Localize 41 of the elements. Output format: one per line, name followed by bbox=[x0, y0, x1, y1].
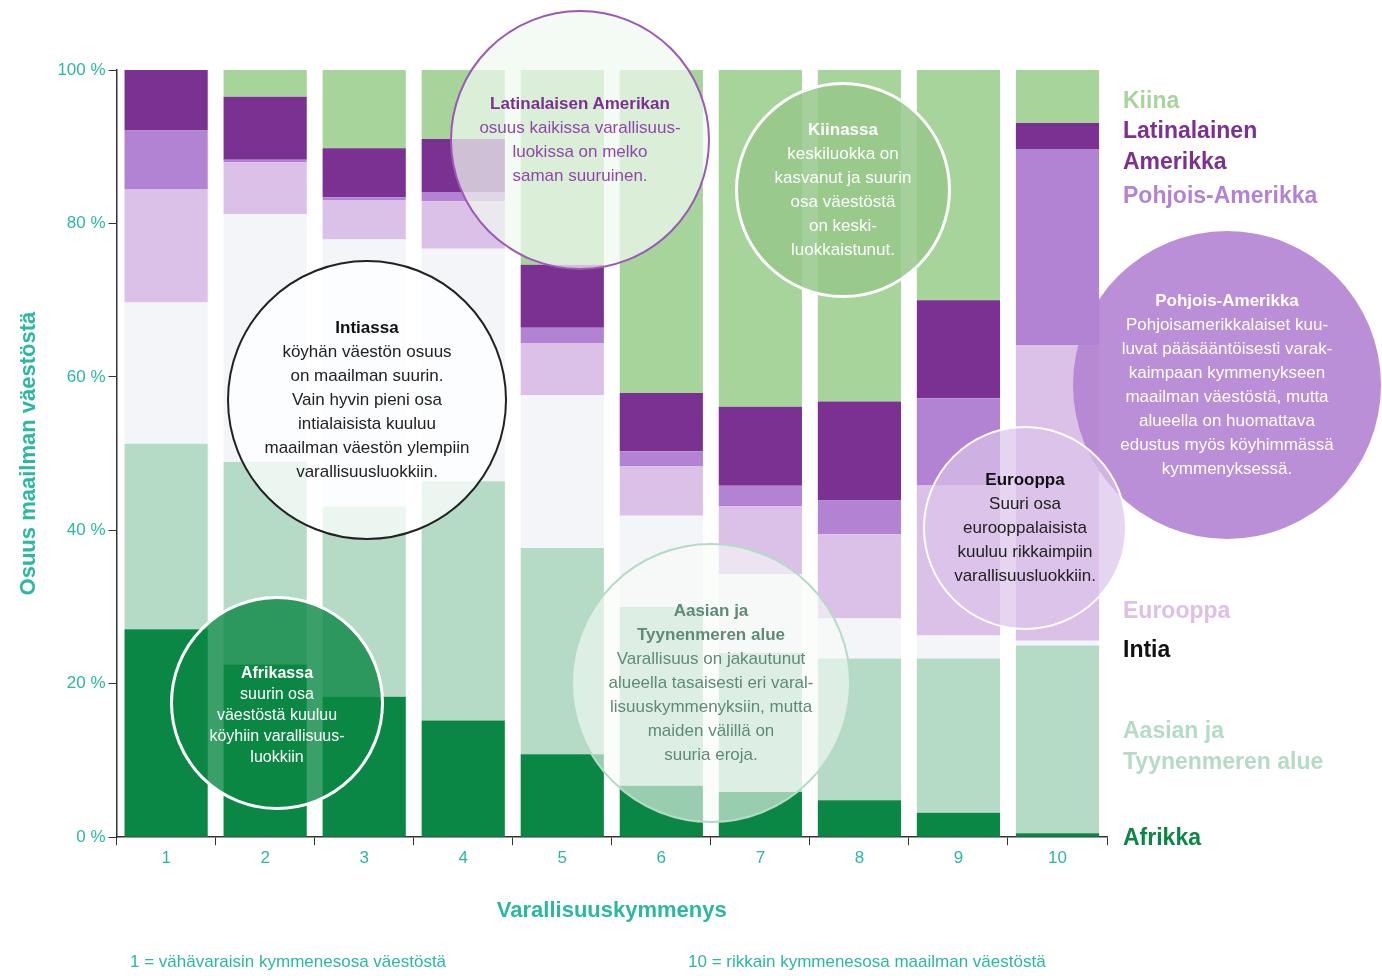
series-label: Aasian ja Tyynenmeren alue bbox=[1123, 716, 1324, 776]
annotation: suurin osa väestöstä kuuluu köyhiin varallisuus- luokkiin bbox=[209, 684, 345, 764]
x-tick-label: 7 bbox=[755, 848, 766, 868]
series-label: Kiina bbox=[1123, 86, 1180, 115]
series-label: Pohjois-Amerikka bbox=[1123, 181, 1318, 210]
x-tick-label: 3 bbox=[359, 848, 369, 868]
y-tick-label: 20 % bbox=[66, 673, 106, 693]
y-axis-title: Osuus maailman väestöstä bbox=[15, 311, 41, 596]
annotation: osuus kaikissa varallisuus- luokissa on melko saman suuruinen. bbox=[479, 118, 681, 185]
series-label: Intia bbox=[1123, 635, 1171, 664]
y-tick-label: 100 % bbox=[57, 59, 106, 79]
annotation: keskiluokka on kasvanut ja suurin osa väestöstä on keski- luokkaistunut. bbox=[774, 144, 912, 259]
x-tick-label: 6 bbox=[656, 848, 667, 868]
x-axis-title: Varallisuuskymmenys bbox=[496, 896, 727, 922]
text: 10 = rikkain kymmenesosa maailman väestöstä bbox=[688, 952, 1046, 972]
y-tick-label: 0 % bbox=[76, 826, 106, 846]
text: 1 = vähävaraisin kymmenesosa väestöstä bbox=[130, 952, 447, 972]
text: Pohjois-Amerikka bbox=[1154, 290, 1300, 312]
y-tick-label: 80 % bbox=[66, 213, 106, 233]
series-label: Afrikka bbox=[1123, 823, 1201, 852]
annotation: Aasian ja Tyynenmeren alue bbox=[636, 600, 786, 646]
annotation: Intiassa bbox=[334, 317, 400, 339]
text: Pohjoisamerikkalaiset kuu- luvat pääsääntöisesti varak- kaimpaan kymmenykseen maailman väestöstä, mutta alueella on huomattava edustus myös köyhimmässä kymmenyksessä. bbox=[1120, 315, 1334, 478]
x-tick-label: 5 bbox=[557, 848, 568, 868]
annotation: Varallisuus on jakautunut alueella tasaisesti eri varal- lisuuskymmenyksiin, mutta maiden välillä on suuria eroja. bbox=[608, 649, 814, 764]
y-tick-label: 60 % bbox=[66, 366, 106, 386]
x-tick-label: 2 bbox=[260, 848, 270, 868]
annotation: Latinalaisen Amerikan bbox=[489, 93, 671, 115]
annotation: Kiinassa bbox=[807, 119, 879, 141]
y-tick-label: 40 % bbox=[66, 520, 106, 540]
x-tick-label: 4 bbox=[458, 848, 468, 868]
annotation: Eurooppa bbox=[984, 469, 1066, 491]
annotation: Suuri osa eurooppalaisista kuuluu rikkaimpiin varallisuusluokkiin. bbox=[954, 494, 1096, 585]
x-tick-label: 8 bbox=[854, 848, 865, 868]
series-label: Latinalainen Amerikka bbox=[1123, 116, 1258, 176]
x-tick-label: 1 bbox=[161, 848, 171, 868]
x-tick-label: 9 bbox=[953, 848, 964, 868]
annotation: Afrikassa bbox=[240, 662, 315, 682]
annotation: köyhän väestön osuus on maailman suurin. Vain hyvin pieni osa intialaisista kuuluu maailman väestön ylempiin varallisuusluokkiin. bbox=[264, 342, 470, 481]
x-tick-label: 10 bbox=[1048, 848, 1067, 868]
series-label: Eurooppa bbox=[1123, 596, 1231, 625]
